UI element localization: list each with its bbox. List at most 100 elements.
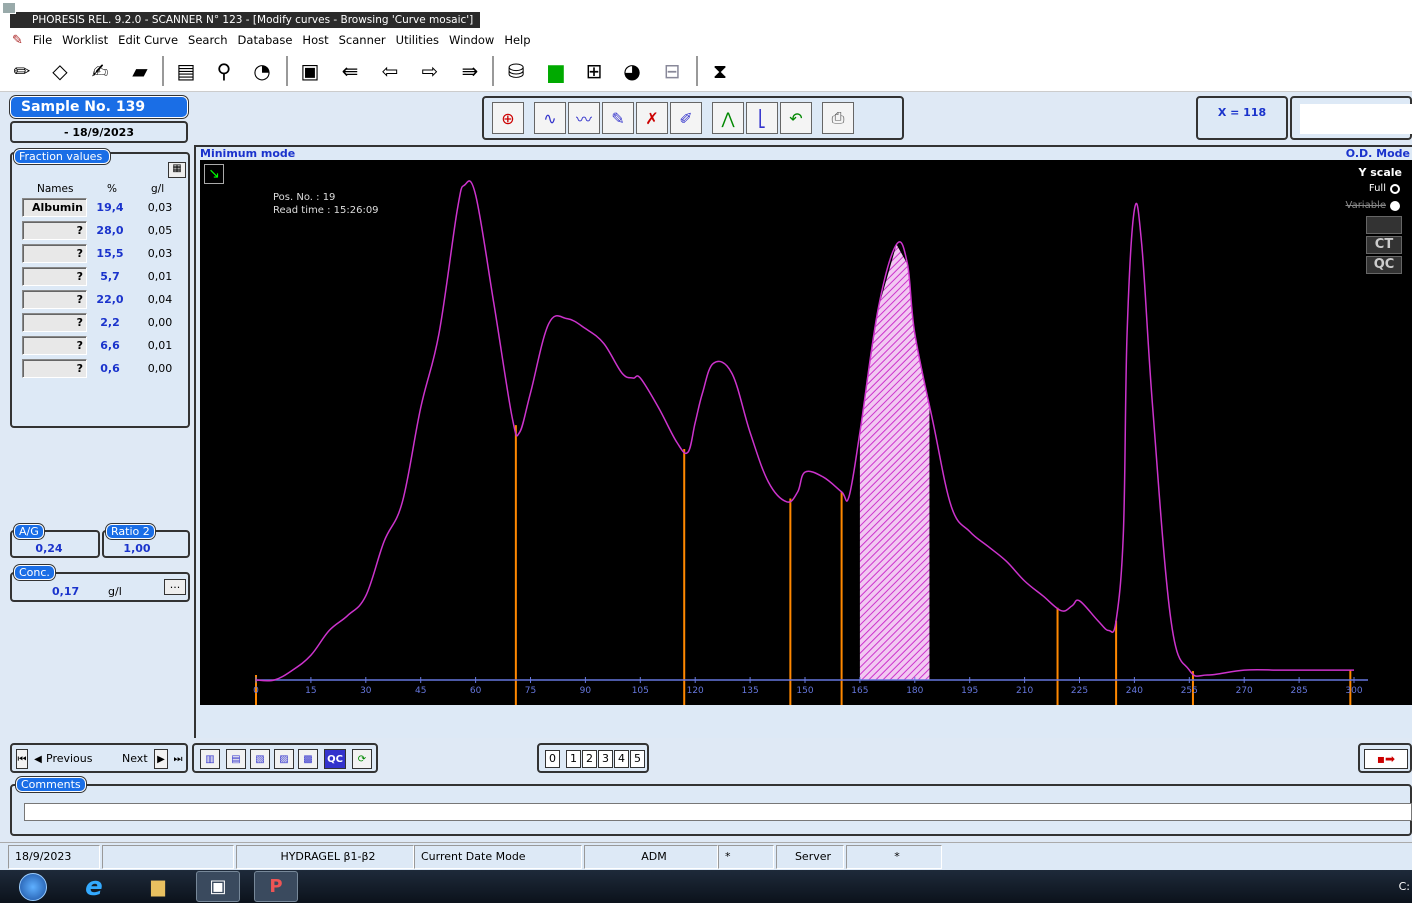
hourglass-icon[interactable]: ⧗ — [712, 59, 728, 83]
fraction-name[interactable]: ? — [22, 290, 87, 309]
yscale-full-radio[interactable] — [1390, 184, 1400, 194]
yscale-variable-radio[interactable] — [1390, 201, 1400, 211]
menu-scanner[interactable]: Scanner — [338, 33, 386, 47]
save-exit-button[interactable]: ▪➡ — [1358, 743, 1412, 773]
menu-worklist[interactable]: Worklist — [62, 33, 109, 47]
baseline-icon[interactable]: ⎣ — [746, 102, 778, 134]
undo-curve-icon[interactable]: ↶ — [780, 102, 812, 134]
view-5-icon[interactable]: ▩ — [298, 749, 318, 769]
view-2-icon[interactable]: ▤ — [226, 749, 246, 769]
fraction-row: ? 6,6 0,01 — [22, 336, 182, 355]
database-icon[interactable]: ⛁ — [507, 59, 525, 83]
edit-pen-icon[interactable]: ✏ — [13, 59, 31, 83]
fraction-name[interactable]: ? — [22, 336, 87, 355]
x-readout: X = 118 — [1196, 96, 1288, 140]
view-tools-bar: ▥ ▤ ▧ ▨ ▩ QC ⟳ — [192, 743, 378, 773]
peak-icon[interactable]: ⋀ — [712, 102, 744, 134]
page-1[interactable]: 1 — [566, 750, 581, 768]
fraction-name[interactable]: ? — [22, 359, 87, 378]
qc-button[interactable]: QC — [324, 749, 346, 769]
menu-edit-curve[interactable]: Edit Curve — [118, 33, 179, 47]
page-5[interactable]: 5 — [630, 750, 645, 768]
menu-utilities[interactable]: Utilities — [395, 33, 439, 47]
electrophoresis-plot[interactable]: 0 15 30 45 60 75 90 105 120 135 150 165 180 195 210 225… — [200, 160, 1412, 705]
fraction-name[interactable]: ? — [22, 313, 87, 332]
phoresis-task-icon[interactable]: ▣ — [196, 871, 240, 902]
prev-arrow-icon[interactable]: ⇦ — [381, 59, 399, 83]
ct-button[interactable]: CT — [1366, 236, 1402, 254]
x-tick-label: 75 — [525, 686, 536, 696]
host-monitor-icon[interactable]: ▆ — [548, 59, 564, 83]
x-tick-label: 300 — [1345, 686, 1362, 696]
blank-button[interactable] — [1366, 216, 1402, 234]
export-icon[interactable]: ▦ — [168, 162, 186, 178]
delete-divider-icon[interactable]: ✗ — [636, 102, 668, 134]
eraser-icon[interactable]: ◇ — [52, 59, 68, 83]
menu-file[interactable]: File — [32, 33, 53, 47]
menu-window[interactable]: Window — [448, 33, 495, 47]
density-curve — [255, 180, 1354, 682]
next-arrow-icon[interactable]: ▶ — [154, 749, 168, 769]
previous-button[interactable]: Previous — [46, 752, 93, 765]
view-3-icon[interactable]: ▧ — [250, 749, 270, 769]
yscale-full-label: Full — [1368, 183, 1386, 194]
globe-icon[interactable]: ◕ — [623, 59, 641, 83]
network-icon[interactable]: ⊞ — [585, 59, 603, 83]
save-exit-icon[interactable]: ▪➡ — [1364, 749, 1408, 769]
x-tick-label: 15 — [305, 686, 316, 696]
scanner-icon[interactable]: ▣ — [300, 59, 320, 83]
explorer-folder-icon[interactable]: ▆ — [151, 876, 165, 897]
menu-database[interactable]: Database — [237, 33, 293, 47]
status-user: ADM — [584, 845, 718, 869]
fraction-name[interactable]: ? — [22, 244, 87, 263]
menu-help[interactable]: Help — [504, 33, 531, 47]
fraction-name[interactable]: Albumin — [22, 198, 87, 217]
fraction-pct: 15,5 — [96, 247, 124, 260]
clock-text: C: — [1398, 880, 1410, 893]
fraction-name[interactable]: ? — [22, 221, 87, 240]
internet-explorer-icon[interactable]: e — [85, 871, 103, 902]
fraction-pct: 2,2 — [100, 316, 120, 329]
view-1-icon[interactable]: ▥ — [200, 749, 220, 769]
magnifier-icon[interactable]: ⚲ — [216, 59, 232, 83]
fraction-name[interactable]: ? — [22, 267, 87, 286]
curve-pen-icon[interactable]: ✍ — [91, 59, 109, 83]
last-record-icon[interactable]: ⏭ — [173, 753, 183, 765]
page-0[interactable]: 0 — [545, 750, 560, 768]
page-4[interactable]: 4 — [614, 750, 629, 768]
percent-column-header: % — [107, 183, 117, 195]
x-tick-label: 60 — [470, 686, 482, 696]
refresh-icon[interactable]: ⟳ — [352, 749, 372, 769]
expand-arrow-icon[interactable]: ↘ — [204, 164, 224, 184]
stack-icon[interactable]: ▤ — [176, 59, 196, 83]
last-arrow-icon[interactable]: ⇛ — [461, 59, 479, 83]
page-2[interactable]: 2 — [582, 750, 597, 768]
previous-arrow-icon[interactable]: ◀ — [34, 753, 42, 765]
fraction-row: ? 15,5 0,03 — [22, 244, 182, 263]
page-3[interactable]: 3 — [598, 750, 613, 768]
conc-more-button[interactable]: ... — [164, 579, 186, 595]
curve-pen-edit-icon[interactable]: ✎ — [602, 102, 634, 134]
curve-draw-icon[interactable]: ✐ — [670, 102, 702, 134]
curve-edit-icon[interactable]: 〰 — [568, 102, 600, 134]
curve-svg: 0 15 30 45 60 75 90 105 120 135 150 165 180 195 210 225… — [253, 180, 1368, 705]
view-4-icon[interactable]: ▨ — [274, 749, 294, 769]
clock-icon[interactable]: ◔ — [253, 59, 271, 83]
curve-smooth-icon[interactable]: ∿ — [534, 102, 566, 134]
comments-input[interactable] — [24, 803, 1412, 821]
menu-search[interactable]: Search — [188, 33, 228, 47]
qc-plot-button[interactable]: QC — [1366, 256, 1402, 274]
first-record-icon[interactable]: ⏮ — [16, 749, 28, 769]
fraction-row: ? 28,0 0,05 — [22, 221, 182, 240]
zoom-in-icon[interactable]: ⊕ — [492, 102, 524, 134]
menu-host[interactable]: Host — [302, 33, 329, 47]
start-orb-icon[interactable] — [8, 871, 58, 902]
fraction-pct: 19,4 — [96, 201, 124, 214]
next-arrow-icon[interactable]: ⇨ — [421, 59, 439, 83]
powerpoint-task-icon[interactable]: P — [254, 871, 298, 902]
first-arrow-icon[interactable]: ⇚ — [341, 59, 359, 83]
book-icon[interactable]: ▰ — [132, 59, 148, 83]
next-button[interactable]: Next — [122, 752, 148, 765]
grid-icon[interactable]: ⊟ — [663, 59, 681, 83]
print-icon[interactable]: ⎙ — [822, 102, 854, 134]
